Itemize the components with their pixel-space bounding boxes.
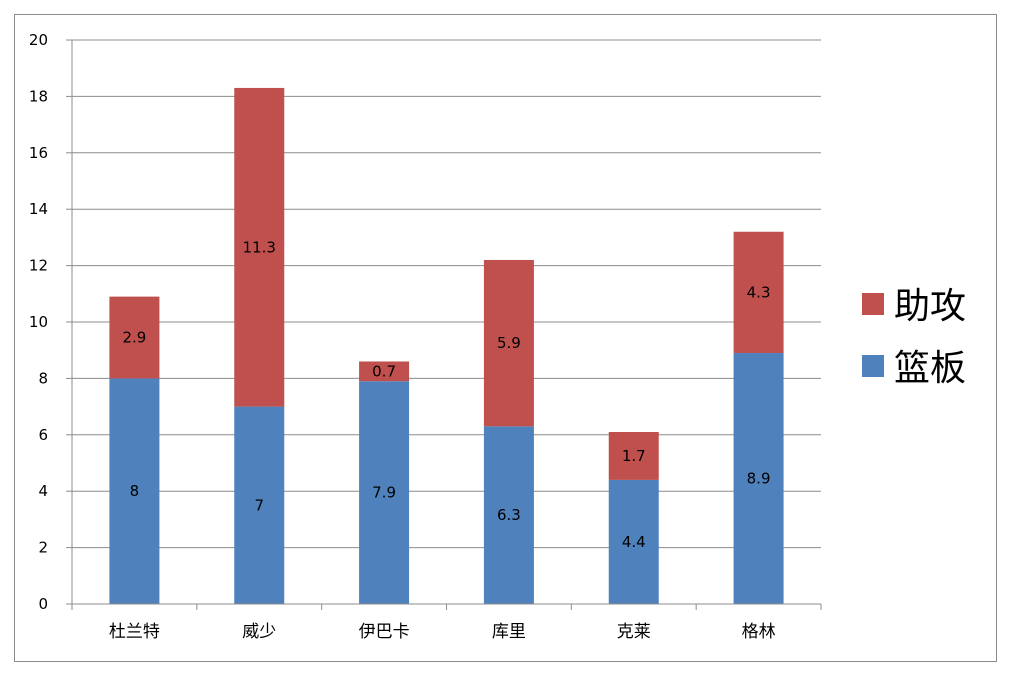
bars: [109, 87, 784, 604]
data-label: 4.4: [622, 533, 646, 551]
bar-assists: [109, 296, 160, 379]
y-tick-label: 4: [38, 482, 48, 500]
y-tick-label: 8: [38, 369, 48, 387]
data-label: 5.9: [497, 334, 521, 352]
bar-rebounds: [608, 479, 659, 604]
bar-assists: [608, 431, 659, 480]
data-label: 2.9: [122, 329, 146, 347]
x-tick-label: 威少: [242, 622, 276, 642]
y-tick-label: 6: [38, 426, 48, 444]
data-label: 0.7: [372, 362, 396, 380]
data-label: 1.7: [622, 447, 646, 465]
data-label: 7: [254, 496, 264, 514]
y-tick-labels: 0 2 4 6 8 10 12 14 16 18 20: [29, 31, 48, 613]
legend-swatch: [862, 293, 884, 315]
bar-assists: [733, 231, 784, 354]
x-tick-labels: 杜兰特 威少 伊巴卡 库里 克莱 格林: [109, 622, 776, 642]
y-tick-label: 12: [29, 257, 48, 275]
gridlines: [72, 39, 821, 549]
bar-rebounds: [109, 378, 160, 604]
bar-rebounds: [483, 426, 534, 604]
y-tick-label: 2: [38, 539, 48, 557]
y-tick-label: 10: [29, 313, 48, 331]
bar-assists: [359, 361, 410, 382]
bar-rebounds: [234, 406, 285, 604]
y-tick-label: 0: [38, 595, 48, 613]
data-label: 4.3: [747, 283, 771, 301]
data-label: 8: [130, 482, 140, 500]
x-tick-label: 库里: [492, 622, 526, 642]
data-label: 7.9: [372, 484, 396, 502]
x-tick-label: 杜兰特: [109, 622, 160, 642]
legend-swatch: [862, 355, 884, 377]
legend-label: 篮板: [894, 348, 966, 389]
bar-assists: [234, 87, 285, 407]
data-label: 8.9: [747, 470, 771, 488]
data-label: 6.3: [497, 506, 521, 524]
x-tick-label: 克莱: [617, 622, 651, 642]
x-tick-label: 伊巴卡: [359, 622, 410, 642]
bar-rebounds: [733, 353, 784, 604]
legend-label: 助攻: [894, 286, 966, 327]
data-label: 11.3: [243, 238, 276, 256]
y-tick-label: 16: [29, 144, 48, 162]
data-labels: 8 2.9 7 11.3 7.9 0.7 6.3 5.9 4.4 1.7 8.9 4.3: [122, 238, 770, 551]
axes: [66, 39, 822, 610]
y-tick-label: 14: [29, 200, 48, 218]
bar-assists: [483, 259, 534, 427]
bar-rebounds: [359, 381, 410, 604]
x-tick-label: 格林: [742, 622, 776, 642]
y-tick-label: 20: [29, 31, 48, 49]
y-tick-label: 18: [29, 87, 48, 105]
